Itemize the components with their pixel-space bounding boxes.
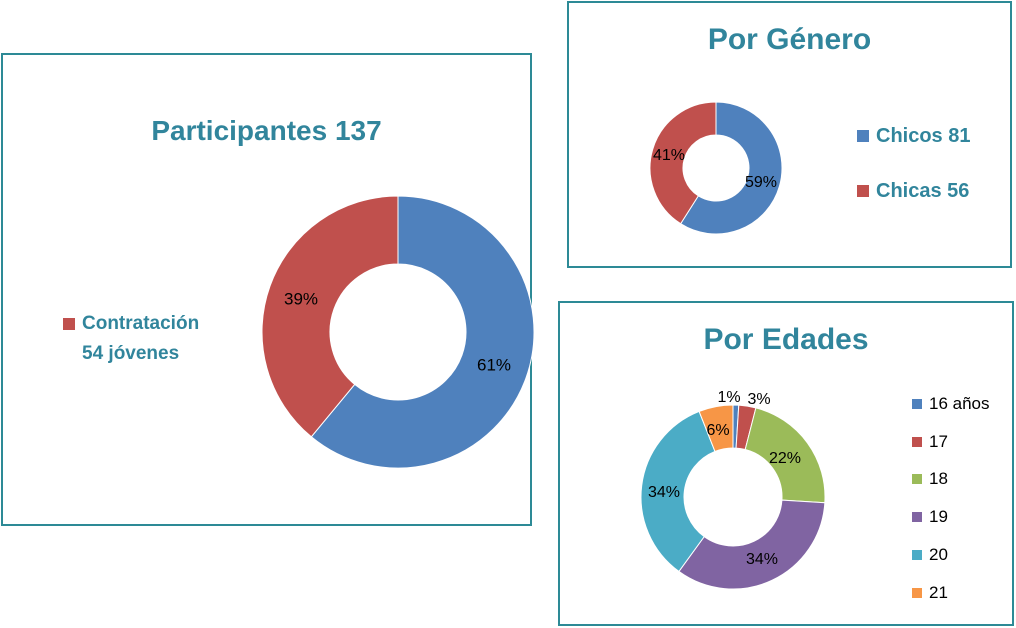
edades-legend-swatch-0 <box>912 399 922 409</box>
genero-legend-item-chicas: Chicas 56 <box>857 176 969 206</box>
edades-slice-3 <box>678 499 826 590</box>
edades-legend-label-4: 20 <box>929 544 948 564</box>
edades-legend-swatch-2 <box>912 474 922 485</box>
edades-legend-swatch-4 <box>912 549 922 560</box>
participantes-legend: Contratación 54 jóvenes <box>63 309 199 369</box>
genero-legend-swatch-chicas <box>857 185 869 197</box>
edades-legend-label-0: 16 años <box>929 394 990 413</box>
edades-legend-item-0: 16 años <box>912 394 990 414</box>
genero-donut: 59% 41% <box>649 101 783 235</box>
edades-legend-item-2: 18 <box>912 469 948 489</box>
edades-legend-item-4: 20 <box>912 545 948 565</box>
participantes-data-label-1: 39% <box>284 289 318 308</box>
edades-legend-swatch-1 <box>912 436 922 447</box>
edades-slice-5 <box>698 404 734 453</box>
edades-data-label-1: 3% <box>747 391 770 408</box>
edades-data-label-3: 34% <box>746 551 778 568</box>
edades-legend-item-3: 19 <box>912 507 948 527</box>
genero-data-label-1: 41% <box>653 147 685 164</box>
genero-legend-item-chicos: Chicos 81 <box>857 121 970 151</box>
edades-legend-label-1: 17 <box>929 431 948 451</box>
genero-slice-1 <box>649 101 717 225</box>
participantes-data-label-0: 61% <box>477 355 511 374</box>
edades-legend-label-3: 19 <box>929 507 948 527</box>
genero-legend-swatch-chicos <box>857 130 869 142</box>
genero-data-label-0: 59% <box>745 174 777 191</box>
edades-data-label-2: 22% <box>769 450 801 467</box>
genero-chart-panel: Por Género 59% 41% Chicos 81 Chicas 56 <box>567 1 1012 268</box>
participantes-legend-line2: 54 jóvenes <box>82 343 180 364</box>
participantes-legend-swatch <box>63 318 75 330</box>
edades-legend-label-2: 18 <box>929 469 948 489</box>
participantes-chart-panel: Participantes 137 Contratación 54 jóvene… <box>1 53 535 526</box>
participantes-chart-title: Participantes 137 <box>151 115 382 146</box>
edades-data-label-4: 34% <box>648 484 680 501</box>
edades-legend-swatch-3 <box>912 512 922 523</box>
edades-slice-4 <box>640 410 716 573</box>
edades-data-label-5: 6% <box>706 422 729 439</box>
participantes-legend-line1: Contratación <box>82 313 200 334</box>
participantes-slice-0 <box>310 195 535 469</box>
edades-legend-swatch-5 <box>912 587 922 598</box>
participantes-slice-1 <box>261 195 399 438</box>
edades-chart-title: Por Edades <box>703 323 869 356</box>
edades-donut: 1% 3% 22% 34% 34% 6% <box>640 389 826 590</box>
genero-slice-0 <box>679 101 783 235</box>
genero-legend-label-chicas: Chicas 56 <box>876 180 970 202</box>
participantes-donut: 61% 39% <box>261 195 535 469</box>
edades-legend-label-5: 21 <box>929 582 948 602</box>
edades-legend-item-1: 17 <box>912 432 948 452</box>
edades-data-label-0: 1% <box>717 389 740 406</box>
edades-legend-item-5: 21 <box>912 583 948 603</box>
genero-chart-title: Por Género <box>707 23 872 56</box>
edades-chart-panel: Por Edades 1% 3% 22% 34% 34% 6% 16 años 17 18 19… <box>558 301 1014 626</box>
genero-legend-label-chicos: Chicos 81 <box>876 125 971 147</box>
